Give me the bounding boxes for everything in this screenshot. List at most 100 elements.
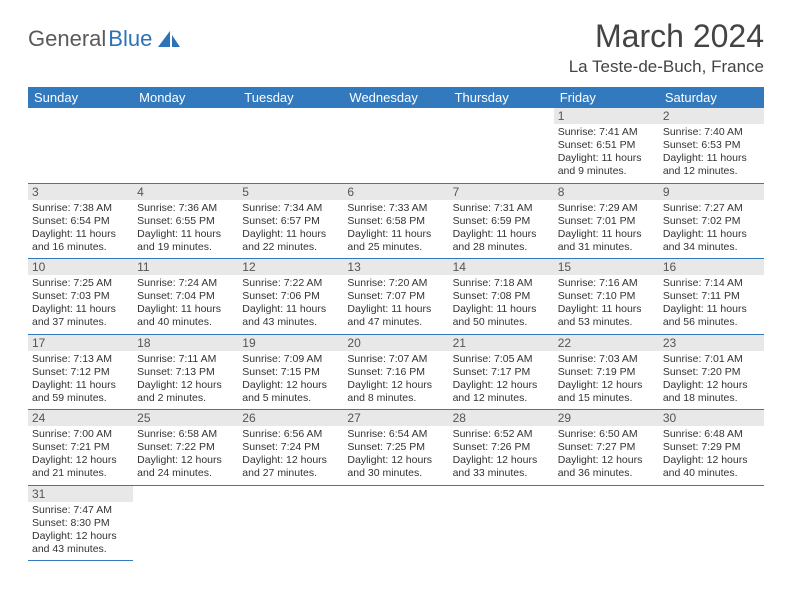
day-cell: 31Sunrise: 7:47 AMSunset: 8:30 PMDayligh… bbox=[28, 485, 133, 561]
day-number: 24 bbox=[28, 410, 133, 426]
day-number: 23 bbox=[659, 335, 764, 351]
day-info: Sunrise: 7:25 AMSunset: 7:03 PMDaylight:… bbox=[28, 275, 133, 334]
day-info: Sunrise: 7:31 AMSunset: 6:59 PMDaylight:… bbox=[449, 200, 554, 259]
empty-cell bbox=[449, 485, 554, 561]
day-cell: 13Sunrise: 7:20 AMSunset: 7:07 PMDayligh… bbox=[343, 259, 448, 335]
day-number: 31 bbox=[28, 486, 133, 502]
day-number: 18 bbox=[133, 335, 238, 351]
day-info: Sunrise: 7:24 AMSunset: 7:04 PMDaylight:… bbox=[133, 275, 238, 334]
day-info: Sunrise: 6:48 AMSunset: 7:29 PMDaylight:… bbox=[659, 426, 764, 485]
day-cell: 17Sunrise: 7:13 AMSunset: 7:12 PMDayligh… bbox=[28, 334, 133, 410]
day-info: Sunrise: 7:29 AMSunset: 7:01 PMDaylight:… bbox=[554, 200, 659, 259]
day-info: Sunrise: 6:52 AMSunset: 7:26 PMDaylight:… bbox=[449, 426, 554, 485]
day-info: Sunrise: 7:01 AMSunset: 7:20 PMDaylight:… bbox=[659, 351, 764, 410]
day-number: 3 bbox=[28, 184, 133, 200]
day-cell: 14Sunrise: 7:18 AMSunset: 7:08 PMDayligh… bbox=[449, 259, 554, 335]
day-cell: 26Sunrise: 6:56 AMSunset: 7:24 PMDayligh… bbox=[238, 410, 343, 486]
week-row: 3Sunrise: 7:38 AMSunset: 6:54 PMDaylight… bbox=[28, 183, 764, 259]
day-number: 22 bbox=[554, 335, 659, 351]
day-info: Sunrise: 7:13 AMSunset: 7:12 PMDaylight:… bbox=[28, 351, 133, 410]
day-info: Sunrise: 7:16 AMSunset: 7:10 PMDaylight:… bbox=[554, 275, 659, 334]
day-number: 7 bbox=[449, 184, 554, 200]
day-info: Sunrise: 7:11 AMSunset: 7:13 PMDaylight:… bbox=[133, 351, 238, 410]
day-number: 21 bbox=[449, 335, 554, 351]
calendar-table: SundayMondayTuesdayWednesdayThursdayFrid… bbox=[28, 87, 764, 561]
empty-cell bbox=[238, 485, 343, 561]
day-number: 15 bbox=[554, 259, 659, 275]
day-number: 26 bbox=[238, 410, 343, 426]
week-row: 24Sunrise: 7:00 AMSunset: 7:21 PMDayligh… bbox=[28, 410, 764, 486]
brand-part2: Blue bbox=[108, 26, 152, 52]
day-info: Sunrise: 7:38 AMSunset: 6:54 PMDaylight:… bbox=[28, 200, 133, 259]
weekday-header: Thursday bbox=[449, 87, 554, 108]
day-info: Sunrise: 7:40 AMSunset: 6:53 PMDaylight:… bbox=[659, 124, 764, 183]
day-cell: 2Sunrise: 7:40 AMSunset: 6:53 PMDaylight… bbox=[659, 108, 764, 183]
empty-cell bbox=[133, 485, 238, 561]
week-row: 10Sunrise: 7:25 AMSunset: 7:03 PMDayligh… bbox=[28, 259, 764, 335]
day-info: Sunrise: 7:33 AMSunset: 6:58 PMDaylight:… bbox=[343, 200, 448, 259]
day-info: Sunrise: 7:20 AMSunset: 7:07 PMDaylight:… bbox=[343, 275, 448, 334]
day-info: Sunrise: 7:47 AMSunset: 8:30 PMDaylight:… bbox=[28, 502, 133, 561]
day-number: 19 bbox=[238, 335, 343, 351]
location-title: La Teste-de-Buch, France bbox=[569, 57, 764, 77]
day-number: 4 bbox=[133, 184, 238, 200]
day-number: 8 bbox=[554, 184, 659, 200]
day-cell: 19Sunrise: 7:09 AMSunset: 7:15 PMDayligh… bbox=[238, 334, 343, 410]
day-number: 14 bbox=[449, 259, 554, 275]
sail-icon bbox=[156, 29, 182, 49]
weekday-header: Saturday bbox=[659, 87, 764, 108]
weekday-header-row: SundayMondayTuesdayWednesdayThursdayFrid… bbox=[28, 87, 764, 108]
day-number: 9 bbox=[659, 184, 764, 200]
day-info: Sunrise: 7:27 AMSunset: 7:02 PMDaylight:… bbox=[659, 200, 764, 259]
day-info: Sunrise: 6:50 AMSunset: 7:27 PMDaylight:… bbox=[554, 426, 659, 485]
weekday-header: Wednesday bbox=[343, 87, 448, 108]
day-cell: 24Sunrise: 7:00 AMSunset: 7:21 PMDayligh… bbox=[28, 410, 133, 486]
empty-cell bbox=[554, 485, 659, 561]
day-info: Sunrise: 6:58 AMSunset: 7:22 PMDaylight:… bbox=[133, 426, 238, 485]
day-number: 25 bbox=[133, 410, 238, 426]
day-cell: 20Sunrise: 7:07 AMSunset: 7:16 PMDayligh… bbox=[343, 334, 448, 410]
day-info: Sunrise: 7:09 AMSunset: 7:15 PMDaylight:… bbox=[238, 351, 343, 410]
day-number: 1 bbox=[554, 108, 659, 124]
weekday-header: Friday bbox=[554, 87, 659, 108]
day-number: 20 bbox=[343, 335, 448, 351]
day-cell: 5Sunrise: 7:34 AMSunset: 6:57 PMDaylight… bbox=[238, 183, 343, 259]
empty-cell bbox=[343, 108, 448, 183]
month-title: March 2024 bbox=[569, 18, 764, 55]
day-cell: 1Sunrise: 7:41 AMSunset: 6:51 PMDaylight… bbox=[554, 108, 659, 183]
brand-part1: General bbox=[28, 26, 106, 52]
day-info: Sunrise: 6:54 AMSunset: 7:25 PMDaylight:… bbox=[343, 426, 448, 485]
day-number: 16 bbox=[659, 259, 764, 275]
empty-cell bbox=[659, 485, 764, 561]
day-info: Sunrise: 7:22 AMSunset: 7:06 PMDaylight:… bbox=[238, 275, 343, 334]
day-info: Sunrise: 7:03 AMSunset: 7:19 PMDaylight:… bbox=[554, 351, 659, 410]
day-cell: 22Sunrise: 7:03 AMSunset: 7:19 PMDayligh… bbox=[554, 334, 659, 410]
day-number: 5 bbox=[238, 184, 343, 200]
day-number: 28 bbox=[449, 410, 554, 426]
day-cell: 18Sunrise: 7:11 AMSunset: 7:13 PMDayligh… bbox=[133, 334, 238, 410]
week-row: 31Sunrise: 7:47 AMSunset: 8:30 PMDayligh… bbox=[28, 485, 764, 561]
day-info: Sunrise: 7:00 AMSunset: 7:21 PMDaylight:… bbox=[28, 426, 133, 485]
header: GeneralBlue March 2024 La Teste-de-Buch,… bbox=[28, 18, 764, 77]
day-number: 27 bbox=[343, 410, 448, 426]
day-cell: 25Sunrise: 6:58 AMSunset: 7:22 PMDayligh… bbox=[133, 410, 238, 486]
day-info: Sunrise: 6:56 AMSunset: 7:24 PMDaylight:… bbox=[238, 426, 343, 485]
day-cell: 16Sunrise: 7:14 AMSunset: 7:11 PMDayligh… bbox=[659, 259, 764, 335]
day-cell: 4Sunrise: 7:36 AMSunset: 6:55 PMDaylight… bbox=[133, 183, 238, 259]
day-cell: 30Sunrise: 6:48 AMSunset: 7:29 PMDayligh… bbox=[659, 410, 764, 486]
day-info: Sunrise: 7:41 AMSunset: 6:51 PMDaylight:… bbox=[554, 124, 659, 183]
week-row: 17Sunrise: 7:13 AMSunset: 7:12 PMDayligh… bbox=[28, 334, 764, 410]
day-number: 12 bbox=[238, 259, 343, 275]
day-number: 2 bbox=[659, 108, 764, 124]
title-block: March 2024 La Teste-de-Buch, France bbox=[569, 18, 764, 77]
day-number: 6 bbox=[343, 184, 448, 200]
week-row: 1Sunrise: 7:41 AMSunset: 6:51 PMDaylight… bbox=[28, 108, 764, 183]
brand-logo: GeneralBlue bbox=[28, 18, 182, 52]
empty-cell bbox=[28, 108, 133, 183]
day-cell: 7Sunrise: 7:31 AMSunset: 6:59 PMDaylight… bbox=[449, 183, 554, 259]
day-number: 10 bbox=[28, 259, 133, 275]
day-cell: 27Sunrise: 6:54 AMSunset: 7:25 PMDayligh… bbox=[343, 410, 448, 486]
calendar-body: 1Sunrise: 7:41 AMSunset: 6:51 PMDaylight… bbox=[28, 108, 764, 561]
day-info: Sunrise: 7:34 AMSunset: 6:57 PMDaylight:… bbox=[238, 200, 343, 259]
day-cell: 3Sunrise: 7:38 AMSunset: 6:54 PMDaylight… bbox=[28, 183, 133, 259]
